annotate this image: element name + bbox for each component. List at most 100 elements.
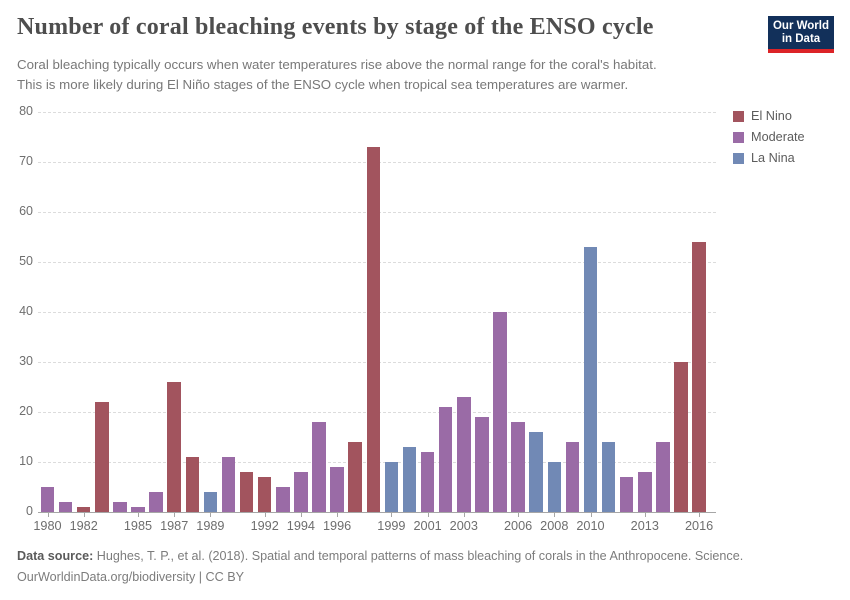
owid-logo: Our World in Data — [768, 16, 834, 53]
legend-item-la-nina: La Nina — [733, 151, 805, 165]
bar-2005 — [493, 312, 507, 512]
attribution-line: OurWorldinData.org/biodiversity | CC BY — [17, 570, 245, 584]
bar-1992 — [257, 477, 272, 512]
x-tick-label-2006: 2006 — [503, 519, 533, 533]
bar-2015 — [674, 362, 688, 512]
x-tick-1999 — [391, 512, 393, 517]
x-tick-label-1985: 1985 — [123, 519, 153, 533]
x-axis-line — [38, 512, 716, 513]
bar-2010 — [583, 247, 598, 512]
y-tick-label-60: 60 — [19, 204, 33, 218]
bar-2016 — [692, 242, 706, 512]
bar-2007 — [529, 432, 543, 512]
legend-label: Moderate — [751, 130, 805, 144]
legend-label: La Nina — [751, 151, 795, 165]
bar-1999 — [384, 462, 399, 512]
x-tick-label-2016: 2016 — [684, 519, 714, 533]
chart-subtitle: Coral bleaching typically occurs when wa… — [17, 55, 737, 94]
x-tick-1987 — [174, 512, 176, 517]
x-tick-label-1987: 1987 — [160, 519, 189, 533]
bar-1998 — [366, 147, 381, 512]
x-tick-1992 — [264, 512, 266, 517]
bar-1983 — [95, 402, 109, 512]
x-tick-label-1999: 1999 — [377, 519, 406, 533]
x-tick-label-2001: 2001 — [413, 519, 442, 533]
bar-1990 — [221, 457, 236, 512]
x-tick-label-1994: 1994 — [286, 519, 315, 533]
bar-2000 — [402, 447, 417, 512]
bar-1986 — [149, 492, 163, 512]
data-source-label: Data source: — [17, 549, 94, 563]
bar-1980 — [40, 487, 55, 512]
bar-2009 — [565, 442, 580, 512]
bar-2003 — [457, 397, 471, 512]
chart-legend: El Nino Moderate La Nina — [733, 109, 805, 165]
x-tick-1985 — [138, 512, 139, 517]
x-tick-label-2013: 2013 — [630, 519, 659, 533]
bar-2001 — [420, 452, 435, 512]
bar-1984 — [113, 502, 127, 512]
bar-1989 — [203, 492, 218, 512]
y-tick-label-40: 40 — [19, 304, 33, 318]
x-tick-2008 — [554, 512, 556, 517]
gridline-80 — [38, 112, 716, 113]
bar-1993 — [276, 487, 290, 512]
x-tick-label-2008: 2008 — [540, 519, 569, 533]
x-tick-1996 — [337, 512, 339, 517]
bar-1982 — [76, 507, 91, 512]
owid-logo-line2: in Data — [781, 32, 821, 45]
bar-2006 — [511, 422, 525, 512]
y-tick-label-50: 50 — [19, 254, 33, 268]
bar-1995 — [312, 422, 326, 512]
bar-2013 — [638, 472, 652, 512]
bar-2002 — [438, 407, 453, 512]
el-nino-swatch-icon — [733, 110, 744, 122]
bar-1996 — [330, 467, 344, 512]
y-tick-label-0: 0 — [26, 504, 33, 518]
x-tick-2001 — [427, 512, 429, 517]
y-tick-label-70: 70 — [19, 154, 33, 168]
x-tick-label-1992: 1992 — [250, 519, 279, 533]
x-tick-label-1996: 1996 — [322, 519, 352, 533]
x-tick-1980 — [47, 512, 49, 517]
bar-1997 — [348, 442, 362, 512]
owid-logo-line1: Our World — [772, 19, 829, 32]
x-tick-label-1989: 1989 — [196, 519, 225, 533]
bar-2004 — [475, 417, 489, 512]
legend-item-el-nino: El Nino — [733, 109, 805, 123]
y-tick-label-10: 10 — [19, 454, 33, 468]
data-source-text: Hughes, T. P., et al. (2018). Spatial an… — [93, 549, 744, 563]
bar-2012 — [619, 477, 634, 512]
bar-2011 — [601, 442, 616, 512]
x-tick-2016 — [699, 512, 701, 517]
x-tick-2010 — [590, 512, 592, 517]
x-tick-1982 — [83, 512, 85, 517]
x-tick-2003 — [463, 512, 465, 517]
subtitle-line-1: Coral bleaching typically occurs when wa… — [17, 57, 657, 72]
moderate-swatch-icon — [733, 131, 744, 143]
y-tick-label-80: 80 — [19, 104, 33, 118]
legend-label: El Nino — [751, 109, 792, 123]
page-title: Number of coral bleaching events by stag… — [17, 14, 654, 40]
bar-1994 — [294, 472, 308, 512]
subtitle-line-2: This is more likely during El Niño stage… — [17, 76, 629, 92]
data-source-line: Data source: Hughes, T. P., et al. (2018… — [17, 549, 817, 563]
x-tick-1994 — [300, 512, 302, 517]
bar-2014 — [656, 442, 670, 512]
x-tick-1989 — [210, 512, 212, 517]
x-tick-label-2010: 2010 — [576, 519, 605, 533]
la-nina-swatch-icon — [733, 152, 744, 164]
bar-1991 — [239, 472, 254, 512]
bar-1985 — [131, 507, 145, 512]
x-tick-2013 — [644, 512, 646, 517]
bar-1988 — [185, 457, 200, 512]
x-tick-label-1980: 1980 — [33, 519, 62, 533]
legend-item-moderate: Moderate — [733, 130, 805, 144]
x-tick-2006 — [518, 512, 520, 517]
bar-1981 — [58, 502, 73, 512]
y-tick-label-30: 30 — [19, 354, 33, 368]
bar-2008 — [547, 462, 562, 512]
x-tick-label-2003: 2003 — [449, 519, 478, 533]
